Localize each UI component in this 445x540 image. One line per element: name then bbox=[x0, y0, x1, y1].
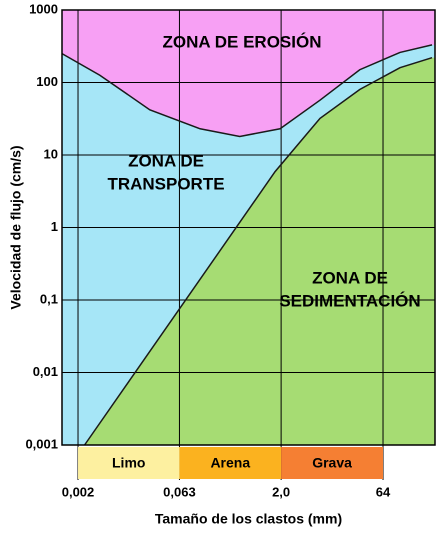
band-label: Limo bbox=[112, 455, 145, 471]
y-tick-label: 0,1 bbox=[40, 291, 58, 306]
x-tick-label: 2,0 bbox=[272, 484, 290, 499]
y-tick-label: 0,01 bbox=[33, 364, 58, 379]
x-tick-label: 0,063 bbox=[163, 484, 196, 499]
zone-label: ZONA DE EROSIÓN bbox=[163, 32, 322, 51]
y-axis-title: Velocidad de flujo (cm/s) bbox=[8, 145, 24, 309]
zone-boundary bbox=[61, 44, 433, 138]
x-tick-label: 0,002 bbox=[62, 484, 95, 499]
y-tick-label: 1000 bbox=[29, 1, 58, 16]
band-label: Arena bbox=[210, 455, 250, 471]
y-tick-label: 0,001 bbox=[25, 436, 58, 451]
grain-band bbox=[78, 447, 180, 479]
y-tick-label: 10 bbox=[44, 146, 58, 161]
x-tick-label: 64 bbox=[376, 484, 391, 499]
zone-label: ZONA DE bbox=[312, 268, 388, 287]
zone-label: TRANSPORTE bbox=[107, 174, 224, 193]
grain-band bbox=[179, 447, 282, 479]
zone-label: SEDIMENTACIÓN bbox=[279, 291, 420, 310]
band-label: Grava bbox=[312, 455, 352, 471]
plot-frame bbox=[61, 9, 436, 446]
x-axis-title: Tamaño de los clastos (mm) bbox=[155, 511, 342, 527]
y-tick-label: 100 bbox=[36, 74, 58, 89]
grain-band bbox=[281, 447, 384, 479]
zone-label: ZONA DE bbox=[128, 151, 204, 170]
y-tick-label: 1 bbox=[51, 219, 58, 234]
zone-boundary bbox=[83, 56, 433, 446]
